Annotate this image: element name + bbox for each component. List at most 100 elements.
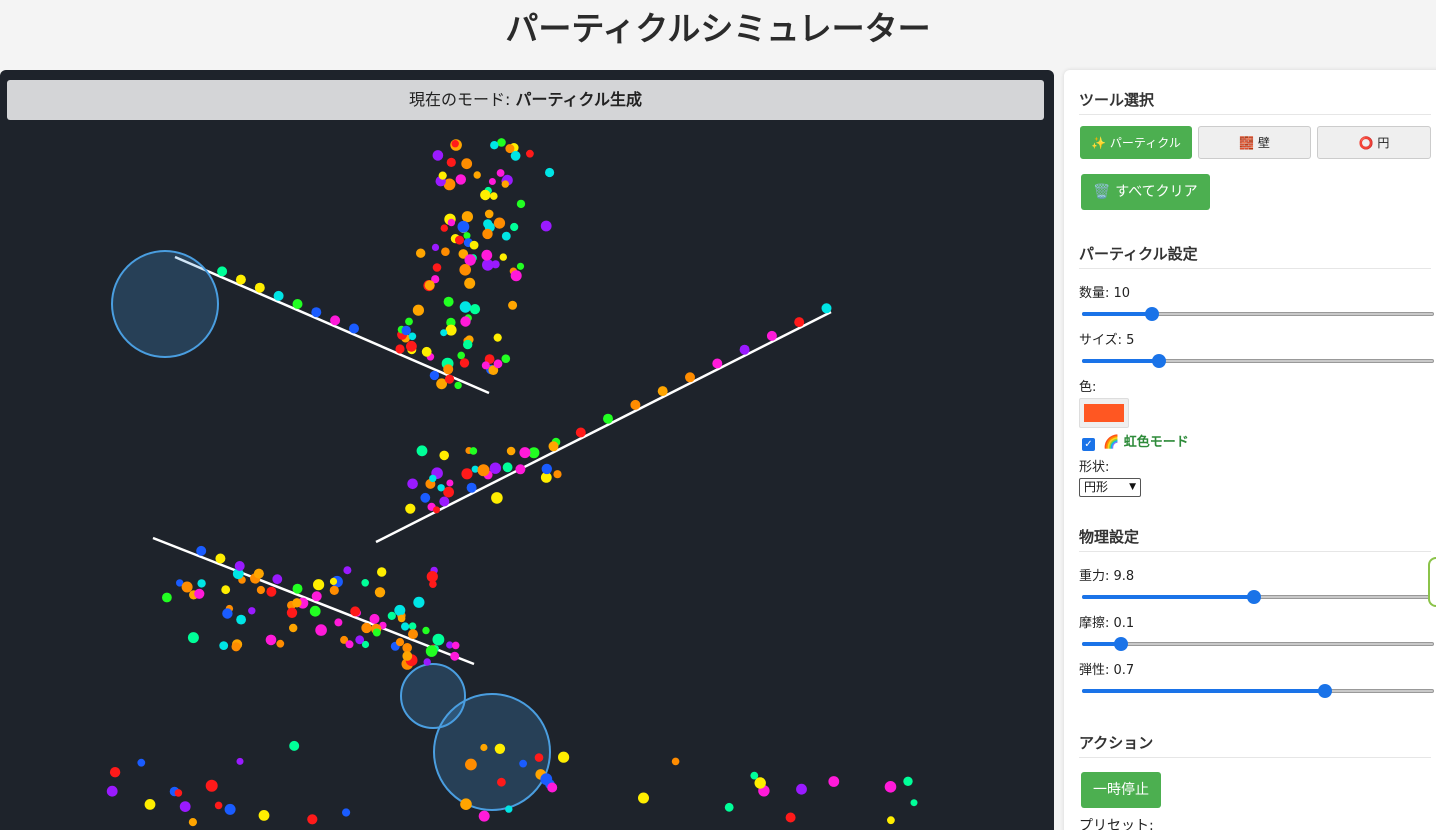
particle [547, 782, 558, 793]
particle [446, 157, 456, 167]
particle [785, 812, 796, 823]
particle [194, 588, 205, 599]
particle [459, 301, 472, 313]
rainbow-mode-toggle[interactable]: ✓ 🌈 虹色モード [1082, 431, 1189, 451]
physics-section-title: 物理設定 [1079, 528, 1140, 546]
particle [490, 192, 498, 200]
particle [497, 138, 506, 147]
side-tab-handle[interactable] [1428, 557, 1436, 607]
particle [433, 506, 440, 514]
particle [222, 608, 233, 619]
count-slider[interactable] [1082, 306, 1434, 322]
particle [548, 441, 559, 452]
particle [455, 235, 464, 245]
action-section-title: アクション [1079, 734, 1154, 752]
particle [343, 566, 352, 575]
particle [469, 304, 481, 315]
particle [460, 316, 471, 327]
count-label: 数量: 10 [1079, 286, 1131, 301]
particle [235, 274, 246, 285]
particle [450, 651, 460, 661]
particle [361, 579, 370, 587]
particle [545, 167, 555, 178]
particle [447, 218, 456, 227]
particle [443, 364, 454, 375]
particle [429, 474, 437, 483]
particle [443, 178, 456, 191]
particle [253, 568, 264, 579]
particle [377, 567, 387, 577]
particle [516, 199, 526, 209]
particle-tool-button[interactable]: ✨ パーティクル [1080, 126, 1192, 159]
particle [553, 470, 562, 479]
gravity-value: 9.8 [1113, 569, 1135, 584]
particle [221, 585, 231, 595]
circle-obstacle [433, 693, 551, 811]
particle [461, 158, 473, 170]
particle [712, 358, 723, 369]
particle [217, 266, 228, 277]
particle [903, 776, 913, 786]
particle [501, 354, 511, 364]
particle [215, 553, 226, 564]
particle [429, 370, 440, 381]
particle [493, 359, 503, 369]
simulation-drawing[interactable] [0, 70, 1054, 830]
particle [440, 329, 448, 337]
particle [369, 613, 380, 624]
friction-slider[interactable] [1082, 636, 1434, 652]
particle [910, 799, 918, 807]
particle [458, 249, 469, 259]
particle [387, 611, 396, 621]
particle [425, 645, 438, 657]
particle [232, 568, 244, 580]
particle [515, 464, 526, 475]
circle-tool-button[interactable]: ⭕ 円 [1317, 126, 1431, 159]
particle [349, 323, 359, 334]
particle [501, 180, 509, 188]
particle [478, 810, 490, 822]
particle [236, 614, 247, 625]
particle [205, 779, 218, 792]
size-slider[interactable] [1082, 353, 1434, 369]
particle [464, 277, 476, 289]
particle [510, 222, 519, 232]
shape-select[interactable]: 円形 ▼ [1079, 478, 1141, 497]
pause-button[interactable]: 一時停止 [1081, 772, 1161, 808]
particle [405, 503, 416, 514]
bounce-slider[interactable] [1082, 683, 1434, 699]
particle [311, 307, 322, 318]
particle [106, 785, 118, 797]
divider [1079, 757, 1431, 758]
particle [481, 361, 490, 370]
control-panel: ツール選択 ✨ パーティクル 🧱 壁 ⭕ 円 🗑️ すべてクリア パーティクル設… [1064, 70, 1436, 830]
color-picker[interactable] [1079, 398, 1129, 428]
divider [1079, 268, 1431, 269]
particle [796, 783, 807, 795]
particle [440, 224, 448, 232]
particle [292, 598, 302, 608]
mode-indicator: 現在のモード: パーティクル生成 [7, 80, 1044, 120]
friction-label: 摩擦: 0.1 [1079, 616, 1135, 631]
particle [469, 240, 479, 250]
particle [416, 248, 426, 258]
particle [724, 802, 734, 812]
gravity-slider[interactable] [1082, 589, 1434, 605]
clear-all-button[interactable]: 🗑️ すべてクリア [1081, 174, 1210, 210]
particle [197, 579, 206, 588]
particle [432, 150, 444, 161]
particle [685, 372, 695, 383]
size-label: サイズ: 5 [1079, 333, 1135, 348]
particle [457, 220, 470, 233]
particle [307, 814, 318, 825]
rainbow-checkbox[interactable]: ✓ [1082, 438, 1095, 451]
particle [490, 141, 499, 150]
simulation-canvas[interactable]: 現在のモード: パーティクル生成 [0, 70, 1054, 830]
particle [454, 381, 462, 390]
presets-label: プリセット: [1079, 818, 1154, 830]
particle [423, 658, 431, 666]
particle [510, 150, 521, 161]
wall-tool-button[interactable]: 🧱 壁 [1198, 126, 1311, 159]
particle [176, 579, 184, 587]
particle [484, 209, 494, 219]
